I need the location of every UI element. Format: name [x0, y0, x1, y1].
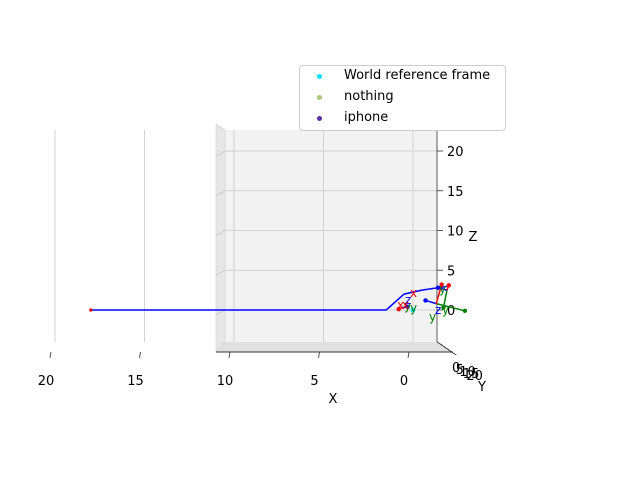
x-tick-mark	[318, 351, 320, 359]
y-tick-label: 15	[463, 367, 480, 382]
z-tick-label: 5	[447, 264, 455, 279]
grid-line-z-side	[215, 269, 226, 276]
frame-axis-label: y	[429, 310, 436, 324]
frame-axis-label: x	[397, 298, 404, 312]
y-axis-label: Y	[477, 380, 486, 395]
frame-axis-arrow	[436, 302, 466, 312]
z-tick-label: 20	[447, 145, 464, 160]
x-axis-label: X	[329, 392, 338, 407]
frame-axis-label: y	[410, 301, 417, 315]
frame-axis-head	[439, 282, 444, 287]
x-tick-mark	[49, 351, 52, 359]
y-tick-label: 0	[452, 361, 460, 376]
frame-axis-head	[441, 305, 446, 310]
frame-axis-label: x	[410, 286, 417, 300]
z-axis-ticks: 0 5 10 15 20	[437, 145, 464, 319]
floor-pane	[216, 342, 453, 352]
z-tick-label: 0	[447, 304, 455, 319]
grid-line-z-side	[215, 230, 226, 236]
xz-back-pane	[225, 130, 437, 342]
legend-label: World reference frame	[344, 68, 491, 83]
x-tick-label: 0	[400, 374, 408, 389]
x-axis-ticks: 20 15 10 5 0	[38, 351, 410, 389]
z-axis-label: Z	[469, 230, 478, 245]
frame-axis-arrow	[442, 289, 448, 308]
legend-marker-nothing	[317, 95, 322, 100]
legend-label: iphone	[344, 110, 389, 125]
z-tick-label: 15	[447, 185, 464, 200]
frame-axis-label: z	[435, 303, 441, 317]
x-tick-mark	[139, 351, 141, 359]
legend-item-iphone: iphone	[300, 109, 505, 129]
y-tick-mark	[451, 351, 457, 356]
frame-axis-head	[396, 307, 401, 312]
x-tick-label: 15	[127, 374, 144, 389]
x-tick-mark	[407, 351, 410, 359]
frame-axis-head	[435, 285, 441, 290]
grid-line-z-side	[215, 309, 226, 316]
frame-axis-label: y	[404, 299, 411, 313]
frame-axis-head	[446, 283, 451, 288]
legend-marker-iphone	[317, 116, 322, 121]
frame-axis-label: y	[442, 303, 449, 317]
path-start-point	[89, 308, 93, 312]
y-tick-label: 10	[459, 365, 476, 380]
yz-side-pane	[215, 123, 226, 353]
grid-line-z-side	[215, 150, 226, 157]
trajectory-path	[90, 285, 449, 311]
frame-axis-label: y	[439, 282, 446, 296]
x-tick-label: 20	[38, 374, 55, 389]
frame-axis-label: x	[402, 298, 409, 312]
y-tick-label: 5	[456, 363, 464, 378]
x-tick-mark	[228, 351, 231, 359]
legend-item-world-reference-frame: World reference frame	[300, 67, 505, 87]
x-tick-label: 10	[217, 374, 234, 389]
legend: World reference frame nothing iphone	[299, 65, 506, 131]
frame-axis-head	[462, 308, 468, 313]
legend-marker-world	[317, 74, 322, 79]
y-tick-label: 20	[466, 369, 483, 384]
frame-axis-head	[423, 298, 428, 303]
z-tick-label: 10	[447, 225, 464, 240]
frame-axis-head	[405, 304, 410, 310]
data-point-world-reference-frame	[410, 307, 416, 313]
x-tick-label: 5	[310, 374, 318, 389]
grid-line-z-side	[215, 190, 226, 197]
legend-label: nothing	[344, 89, 394, 104]
frame-axis-label: z	[405, 293, 411, 307]
data-marks: x yzx yzy yx y	[89, 282, 468, 324]
legend-item-nothing: nothing	[300, 88, 505, 108]
